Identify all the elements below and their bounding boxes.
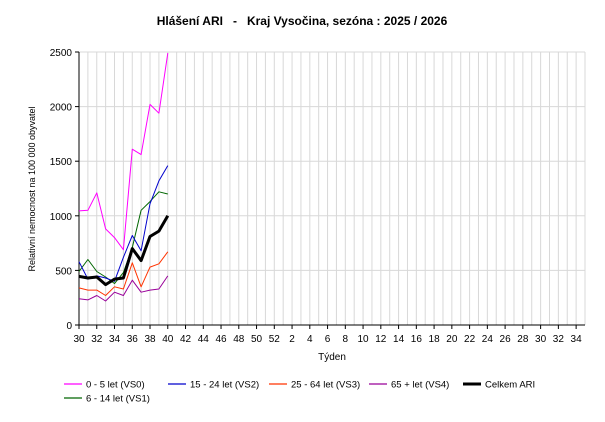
- y-tick-label: 1000: [50, 212, 73, 223]
- y-axis-ticks: 0 500 1000 1500 2000 2500: [50, 48, 79, 332]
- x-tick-label: 12: [375, 334, 387, 345]
- legend-label: 6 - 14 let (VS1): [86, 394, 150, 405]
- x-tick-label: 42: [180, 334, 192, 345]
- y-tick-label: 2500: [50, 48, 73, 59]
- x-tick-label: 30: [535, 334, 547, 345]
- x-tick-label: 40: [162, 334, 174, 345]
- y-tick-label: 0: [66, 321, 72, 332]
- x-tick-label: 26: [500, 334, 512, 345]
- x-tick-label: 32: [91, 334, 103, 345]
- x-tick-label: 18: [429, 334, 441, 345]
- grid: [79, 51, 586, 325]
- x-tick-label: 46: [215, 334, 227, 345]
- y-tick-label: 1500: [50, 157, 73, 168]
- series-line-3: [78, 251, 169, 296]
- x-axis-label: Týden: [318, 352, 346, 363]
- x-tick-label: 52: [269, 334, 281, 345]
- x-tick-label: 36: [127, 334, 139, 345]
- axes: [78, 52, 585, 326]
- y-tick-label: 500: [55, 266, 72, 277]
- legend-label: 65 + let (VS4): [391, 380, 449, 391]
- x-tick-label: 8: [343, 334, 349, 345]
- legend-label: 15 - 24 let (VS2): [190, 380, 259, 391]
- x-tick-label: 2: [289, 334, 295, 345]
- x-tick-label: 14: [393, 334, 405, 345]
- x-tick-label: 44: [198, 334, 210, 345]
- legend-label: 25 - 64 let (VS3): [291, 380, 360, 391]
- x-tick-label: 34: [109, 334, 121, 345]
- series-line-0: [78, 53, 169, 251]
- x-tick-label: 30: [73, 334, 85, 345]
- chart-title: Hlášení ARI - Kraj Vysočina, sezóna : 20…: [157, 14, 448, 28]
- x-tick-label: 22: [464, 334, 476, 345]
- x-tick-label: 20: [446, 334, 458, 345]
- x-tick-label: 50: [251, 334, 263, 345]
- legend: 0 - 5 let (VS0) 15 - 24 let (VS2) 25 - 64 …: [64, 380, 535, 405]
- legend-label: 0 - 5 let (VS0): [86, 380, 145, 391]
- x-tick-label: 10: [358, 334, 370, 345]
- series-line-1: [78, 191, 168, 284]
- x-tick-label: 4: [307, 334, 313, 345]
- x-tick-label: 6: [325, 334, 331, 345]
- y-axis-label: Relativní nemocnost na 100 000 obyvatel: [27, 106, 37, 271]
- series-line-5: [78, 215, 170, 287]
- x-tick-label: 38: [144, 334, 156, 345]
- x-tick-label: 24: [482, 334, 494, 345]
- x-tick-label: 16: [411, 334, 423, 345]
- x-axis-ticks: 30 32 34 36 38 40 42 44 46 48 50 52 2 4 6 8 10 12 14 16 18 20…: [73, 325, 582, 345]
- x-tick-label: 48: [233, 334, 245, 345]
- x-tick-label: 34: [571, 334, 583, 345]
- series-lines: [78, 53, 170, 302]
- y-tick-label: 2000: [50, 103, 73, 114]
- legend-label: Celkem ARI: [485, 380, 535, 391]
- x-tick-label: 28: [517, 334, 529, 345]
- series-line-4: [78, 275, 169, 302]
- x-tick-label: 32: [553, 334, 565, 345]
